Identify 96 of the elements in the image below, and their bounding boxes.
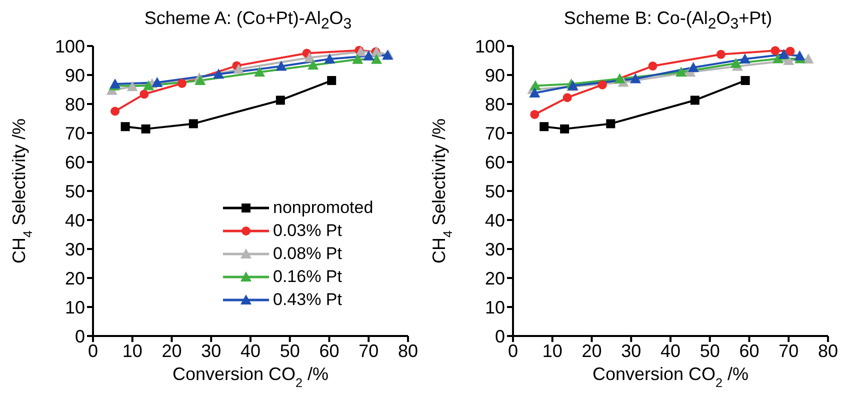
point xyxy=(233,64,244,74)
x-tick-label: 20 xyxy=(162,340,182,361)
point xyxy=(110,106,120,116)
point xyxy=(276,60,287,71)
point xyxy=(676,66,687,77)
y-tick-label: 20 xyxy=(64,268,85,288)
point xyxy=(530,110,540,119)
y-tick-label: 80 xyxy=(64,94,85,114)
point xyxy=(648,62,658,71)
legend-label: 0.08% Pt xyxy=(273,242,342,264)
point xyxy=(152,77,163,88)
point xyxy=(770,46,780,56)
y-tick-label: 40 xyxy=(484,210,505,230)
y-tick-label: 0 xyxy=(74,326,85,346)
point xyxy=(562,93,572,102)
point xyxy=(276,96,285,105)
x-tick-label: 50 xyxy=(700,340,720,361)
point xyxy=(304,52,316,62)
x-tick-label: 40 xyxy=(660,340,681,361)
x-axis-title: Conversion CO$_{2}$ /% xyxy=(172,364,329,390)
point xyxy=(141,124,150,134)
point xyxy=(143,80,154,90)
y-tick-label: 0 xyxy=(494,326,505,346)
point xyxy=(371,54,382,64)
x-tick-label: 0 xyxy=(88,340,98,361)
point xyxy=(730,58,742,68)
y-tick-label: 70 xyxy=(64,123,85,144)
x-tick-label: 50 xyxy=(280,340,300,361)
y-tick-label: 30 xyxy=(484,239,505,260)
point xyxy=(560,124,570,134)
point xyxy=(140,90,149,99)
x-tick-label: 70 xyxy=(778,340,799,361)
point xyxy=(688,62,699,72)
point xyxy=(126,81,138,92)
point xyxy=(598,80,607,90)
point xyxy=(355,46,366,56)
point xyxy=(772,53,784,64)
point xyxy=(177,78,186,88)
legend-label: nonpromoted xyxy=(273,196,374,218)
point xyxy=(540,122,549,132)
point xyxy=(606,119,616,128)
point xyxy=(630,73,641,84)
point xyxy=(188,119,198,128)
y-tick-label: 10 xyxy=(484,297,505,318)
legend-label: 0.16% Pt xyxy=(273,266,342,288)
y-tick-label: 90 xyxy=(64,65,85,86)
x-axis-title: Conversion CO$_{2}$ /% xyxy=(592,364,749,390)
point xyxy=(614,73,626,84)
x-tick-label: 60 xyxy=(319,340,340,361)
legend-label: 0.03% Pt xyxy=(273,220,342,242)
chart-title: Scheme A: (Co+Pt)-Al$_{2}$O$_{3}$ xyxy=(143,8,353,35)
y-tick-label: 100 xyxy=(54,36,85,56)
x-tick-label: 60 xyxy=(739,340,760,361)
point xyxy=(786,46,795,56)
y-tick-label: 50 xyxy=(64,181,85,202)
point xyxy=(529,87,540,98)
point xyxy=(352,54,364,64)
x-tick-label: 20 xyxy=(582,340,602,361)
point xyxy=(213,68,224,79)
y-tick-label: 100 xyxy=(474,36,505,56)
point xyxy=(740,76,750,86)
point xyxy=(778,48,790,59)
x-tick-label: 80 xyxy=(818,340,838,361)
point xyxy=(308,60,319,70)
y-tick-label: 80 xyxy=(484,94,505,114)
point xyxy=(739,54,750,64)
legend-label: 0.43% Pt xyxy=(273,288,342,310)
y-tick-label: 10 xyxy=(64,297,85,318)
x-tick-label: 10 xyxy=(122,340,142,361)
point xyxy=(254,66,266,77)
point xyxy=(783,55,794,65)
y-tick-label: 90 xyxy=(484,65,505,86)
x-tick-label: 30 xyxy=(621,340,642,361)
y-tick-label: 60 xyxy=(64,152,85,172)
y-tick-label: 20 xyxy=(484,268,505,288)
point xyxy=(324,54,336,64)
x-tick-label: 10 xyxy=(542,340,562,361)
y-tick-label: 30 xyxy=(64,239,85,260)
point xyxy=(716,50,726,59)
point xyxy=(327,76,336,86)
y-tick-label: 50 xyxy=(484,181,505,202)
x-tick-label: 0 xyxy=(508,340,518,361)
point xyxy=(363,50,374,60)
x-tick-label: 40 xyxy=(240,340,261,361)
x-tick-label: 70 xyxy=(358,340,379,361)
x-tick-label: 30 xyxy=(201,340,222,361)
y-tick-label: 70 xyxy=(484,123,505,144)
y-tick-label: 60 xyxy=(484,152,505,172)
chart-title: Scheme B: Co-(Al$_{2}$O$_{3}$+Pt) xyxy=(562,8,774,35)
point xyxy=(120,122,130,132)
x-tick-label: 80 xyxy=(398,340,418,361)
point xyxy=(194,75,206,86)
y-tick-label: 40 xyxy=(64,210,85,230)
point xyxy=(794,50,806,60)
point xyxy=(690,96,700,105)
point xyxy=(802,54,814,64)
